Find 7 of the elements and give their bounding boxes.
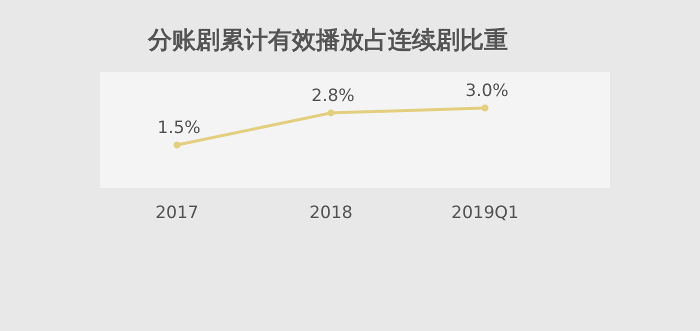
data-label: 3.0% [465, 81, 509, 101]
data-label: 2.8% [311, 86, 355, 106]
x-tick-label: 2017 [155, 203, 199, 223]
chart-title: 分账剧累计有效播放占连续剧比重 [147, 26, 508, 54]
data-label: 1.5% [157, 118, 201, 138]
x-tick-label: 2019Q1 [451, 203, 519, 223]
x-tick-label: 2018 [309, 203, 353, 223]
